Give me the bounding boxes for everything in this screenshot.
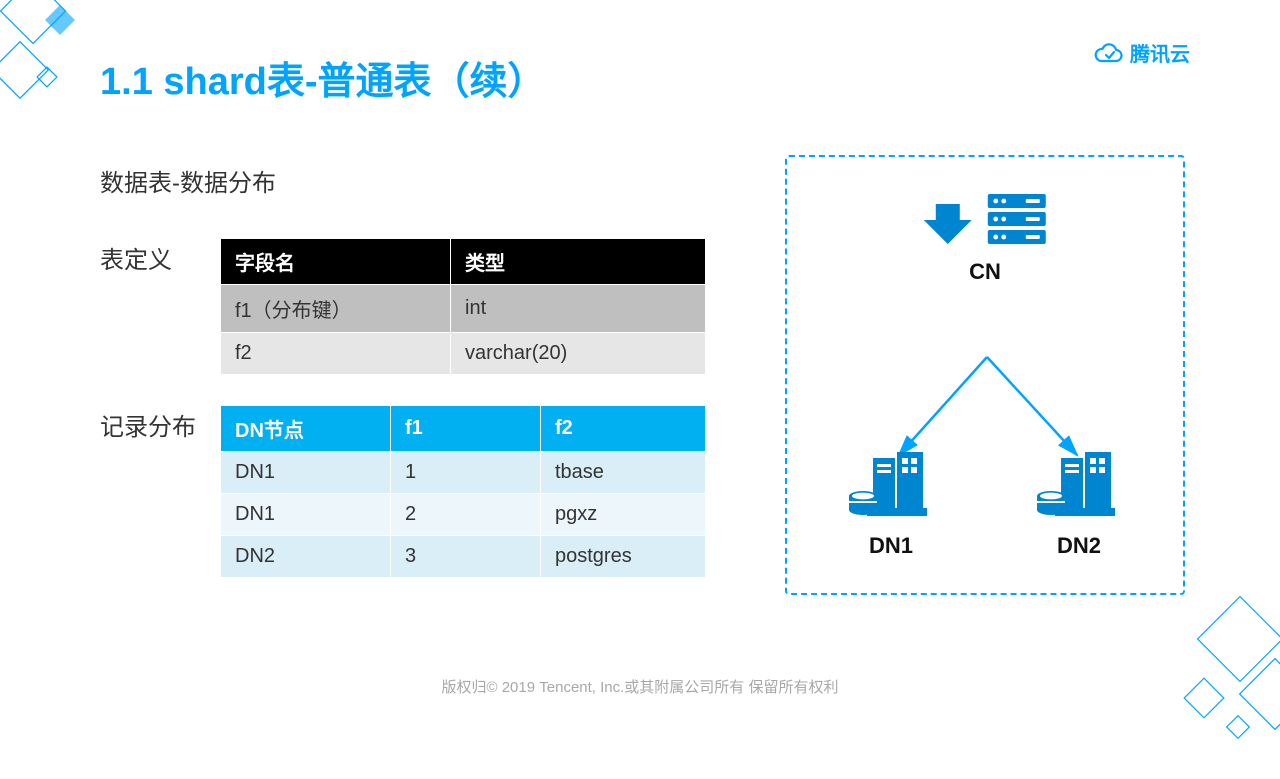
table-header-row: DN节点 f1 f2 bbox=[221, 406, 706, 452]
cell: 3 bbox=[391, 536, 541, 578]
tencent-cloud-logo: 腾讯云 bbox=[1094, 38, 1190, 67]
table-row: DN1 1 tbase bbox=[221, 452, 706, 494]
col-header: DN节点 bbox=[221, 406, 391, 452]
col-header: 类型 bbox=[451, 239, 706, 285]
cell: DN1 bbox=[221, 452, 391, 494]
dn1-node: DN1 bbox=[847, 452, 935, 559]
table-def-label: 表定义 bbox=[100, 238, 220, 275]
table-definition: 字段名 类型 f1（分布键） int f2 varchar(20) bbox=[220, 238, 706, 375]
cell: f1（分布键） bbox=[221, 285, 451, 333]
cell: f2 bbox=[221, 333, 451, 375]
table-row: DN2 3 postgres bbox=[221, 536, 706, 578]
cell: 1 bbox=[391, 452, 541, 494]
dn2-label: DN2 bbox=[1035, 533, 1123, 559]
col-header: f1 bbox=[391, 406, 541, 452]
cell: postgres bbox=[541, 536, 706, 578]
dn2-node: DN2 bbox=[1035, 452, 1123, 559]
cell: int bbox=[451, 285, 706, 333]
cloud-icon bbox=[1094, 42, 1124, 64]
table-distribution: DN节点 f1 f2 DN1 1 tbase DN1 2 pgxz DN2 3 … bbox=[220, 405, 706, 578]
table-row: DN1 2 pgxz bbox=[221, 494, 706, 536]
copyright-footer: 版权归© 2019 Tencent, Inc.或其附属公司所有 保留所有权利 bbox=[0, 676, 1280, 697]
architecture-diagram: CN bbox=[785, 155, 1185, 595]
table-row: f1（分布键） int bbox=[221, 285, 706, 333]
logo-text: 腾讯云 bbox=[1130, 38, 1190, 67]
cell: DN1 bbox=[221, 494, 391, 536]
database-server-icon bbox=[1035, 452, 1123, 522]
cell: pgxz bbox=[541, 494, 706, 536]
col-header: 字段名 bbox=[221, 239, 451, 285]
cell: tbase bbox=[541, 452, 706, 494]
cell: DN2 bbox=[221, 536, 391, 578]
slide-title: 1.1 shard表-普通表（续） bbox=[100, 50, 1180, 105]
cell: varchar(20) bbox=[451, 333, 706, 375]
table-row: f2 varchar(20) bbox=[221, 333, 706, 375]
cell: 2 bbox=[391, 494, 541, 536]
table-header-row: 字段名 类型 bbox=[221, 239, 706, 285]
database-server-icon bbox=[847, 452, 935, 522]
table-dist-label: 记录分布 bbox=[100, 405, 220, 442]
dn1-label: DN1 bbox=[847, 533, 935, 559]
col-header: f2 bbox=[541, 406, 706, 452]
